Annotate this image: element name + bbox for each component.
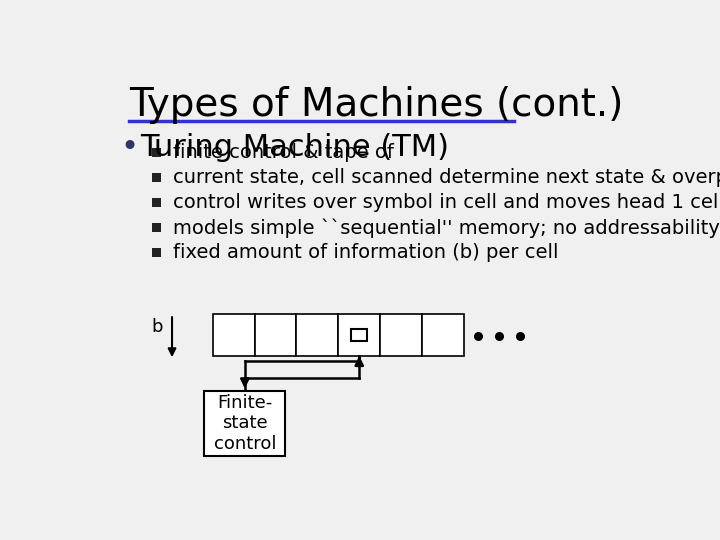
Text: Turing Machine (TM): Turing Machine (TM) [140, 133, 449, 163]
Text: current state, cell scanned determine next state & overprint symbol: current state, cell scanned determine ne… [173, 168, 720, 187]
Text: control writes over symbol in cell and moves head 1 cell L or R: control writes over symbol in cell and m… [173, 193, 720, 212]
Bar [297, 314, 338, 356]
Text: Finite-
state
control: Finite- state control [214, 394, 276, 453]
Bar [351, 329, 367, 341]
Bar [153, 248, 161, 257]
Text: b: b [151, 319, 163, 336]
Bar [213, 314, 255, 356]
Bar [153, 223, 161, 232]
Bar [255, 314, 297, 356]
Bar [153, 198, 161, 207]
Bar [153, 148, 161, 157]
Bar [153, 173, 161, 182]
Bar [380, 314, 422, 356]
Text: •: • [121, 133, 139, 163]
Bar [422, 314, 464, 356]
Text: fixed amount of information (b) per cell: fixed amount of information (b) per cell [173, 243, 558, 262]
Bar [338, 314, 380, 356]
Text: models simple ``sequential'' memory; no addressability: models simple ``sequential'' memory; no … [173, 218, 719, 238]
Bar [204, 391, 285, 456]
Text: finite control & tape of: finite control & tape of [173, 144, 400, 163]
Text: Types of Machines (cont.): Types of Machines (cont.) [129, 85, 624, 124]
